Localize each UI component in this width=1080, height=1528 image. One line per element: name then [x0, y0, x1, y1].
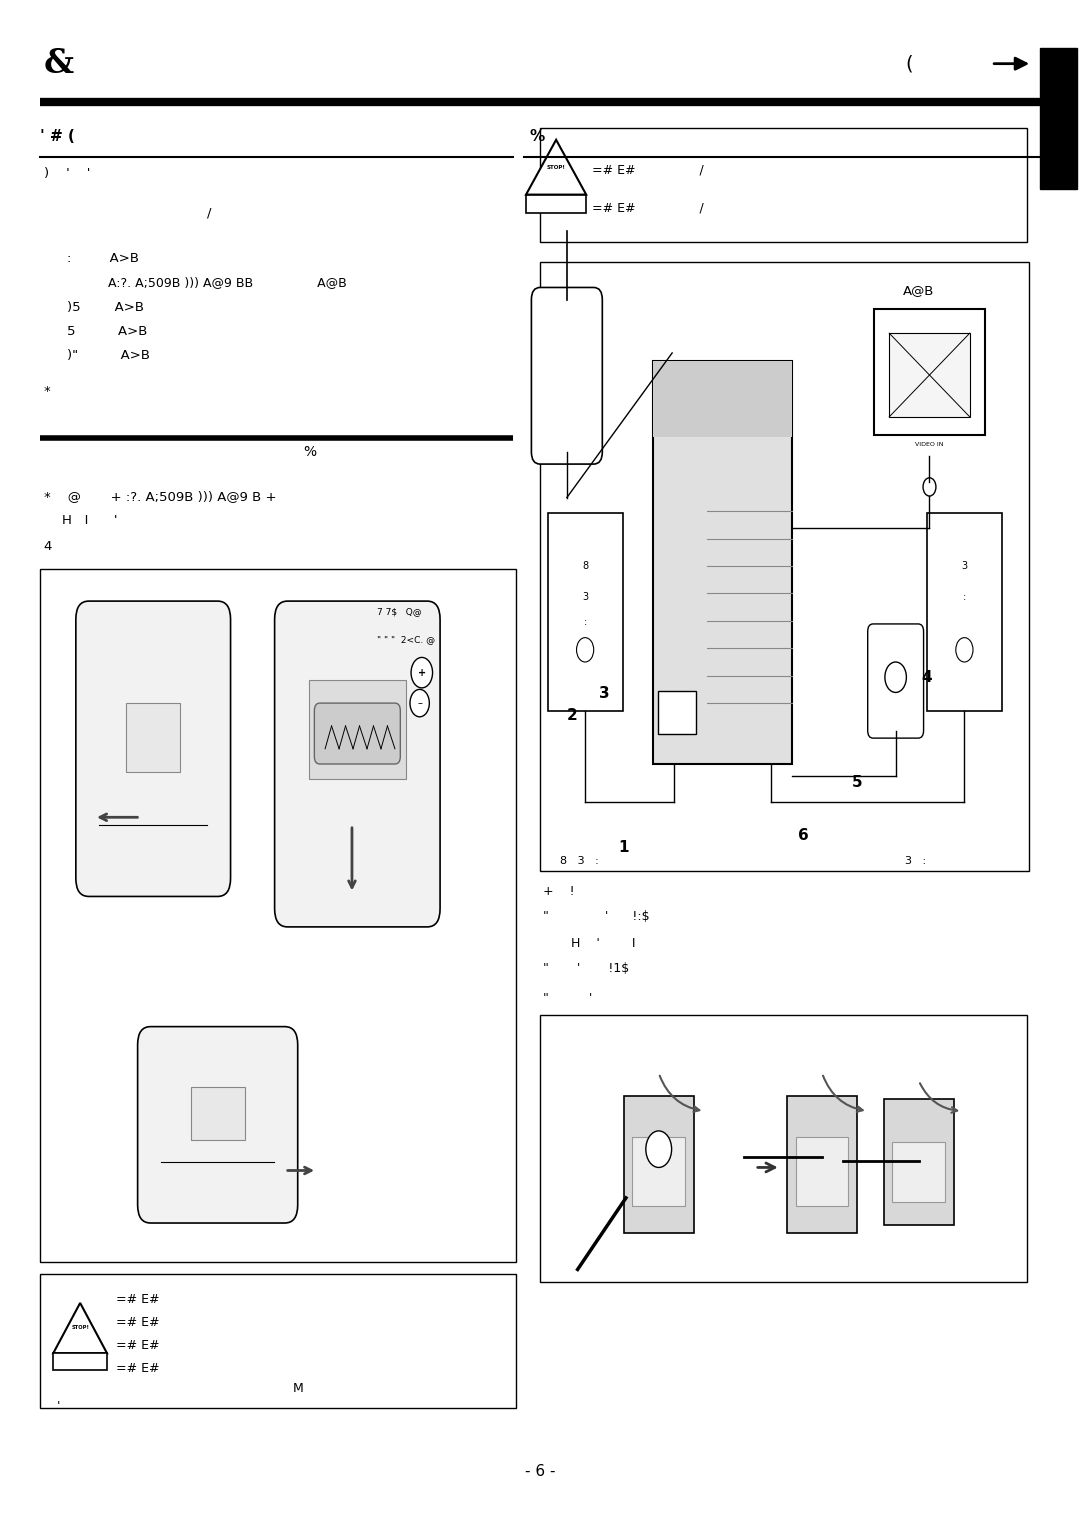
Text: ' # (: ' # (	[40, 130, 76, 144]
Text: +    !: + !	[543, 885, 575, 898]
FancyBboxPatch shape	[874, 309, 985, 435]
Bar	[526, 194, 586, 212]
Bar	[540, 1015, 1027, 1282]
Text: STOP!: STOP!	[546, 165, 566, 170]
Text: 5: 5	[852, 775, 862, 790]
Text: &: &	[43, 47, 73, 79]
Bar	[633, 1137, 685, 1206]
Text: " " "  2<C. @: " " " 2<C. @	[377, 634, 435, 643]
Text: –: –	[417, 698, 422, 707]
Text: "              '      !:$: " ' !:$	[543, 909, 650, 923]
Text: 6: 6	[798, 828, 809, 843]
Text: (: (	[905, 53, 913, 73]
FancyBboxPatch shape	[76, 601, 230, 897]
Text: "          ': " '	[543, 992, 593, 1005]
Bar	[889, 333, 970, 417]
Text: *: *	[43, 385, 51, 397]
Text: 3: 3	[582, 591, 589, 602]
Text: =# E#: =# E#	[116, 1361, 159, 1375]
Text: =# E#                /: =# E# /	[592, 202, 703, 215]
Bar	[883, 1099, 954, 1225]
Text: =# E#                /: =# E# /	[592, 163, 703, 177]
Text: =# E#: =# E#	[116, 1339, 159, 1352]
Text: H    '        I: H ' I	[543, 937, 636, 950]
Bar	[40, 568, 516, 1262]
Text: %: %	[529, 130, 544, 144]
Circle shape	[646, 1131, 672, 1167]
Text: )"          A>B: )" A>B	[67, 350, 150, 362]
Bar	[540, 128, 1027, 241]
Text: A:?. A;509B ))) A@9 BB                A@B: A:?. A;509B ))) A@9 BB A@B	[108, 277, 347, 289]
FancyBboxPatch shape	[867, 623, 923, 738]
Text: =# E#: =# E#	[116, 1316, 159, 1329]
Bar	[540, 261, 1029, 871]
Text: 3   :: 3 :	[905, 856, 927, 866]
Bar	[548, 513, 623, 711]
Circle shape	[956, 637, 973, 662]
FancyBboxPatch shape	[274, 601, 440, 927]
Text: 5          A>B: 5 A>B	[67, 325, 148, 338]
Bar	[1040, 49, 1077, 188]
Text: 8   3   :: 8 3 :	[561, 856, 599, 866]
Bar	[652, 361, 793, 764]
Bar	[892, 1141, 945, 1203]
Bar	[658, 691, 696, 733]
Text: "       '       !1$: " ' !1$	[543, 961, 630, 975]
Bar	[40, 1274, 516, 1407]
Polygon shape	[526, 139, 586, 194]
Text: )5        A>B: )5 A>B	[67, 301, 145, 313]
Text: :: :	[962, 591, 966, 602]
Text: +: +	[418, 668, 426, 677]
Text: /: /	[207, 206, 212, 220]
Text: :         A>B: : A>B	[67, 252, 139, 264]
Bar	[191, 1086, 244, 1140]
Text: - 6 -: - 6 -	[525, 1464, 555, 1479]
Text: M: M	[293, 1381, 303, 1395]
Text: :: :	[583, 617, 586, 628]
Bar	[787, 1096, 856, 1233]
Bar	[309, 680, 406, 779]
Text: 3: 3	[599, 686, 610, 701]
Bar	[624, 1096, 693, 1233]
Text: VIDEO IN: VIDEO IN	[915, 442, 944, 446]
Bar	[126, 703, 180, 772]
Circle shape	[923, 478, 936, 497]
Bar	[796, 1137, 849, 1206]
Circle shape	[411, 657, 433, 688]
Text: H   I      ': H I '	[62, 513, 118, 527]
Circle shape	[410, 689, 430, 717]
FancyBboxPatch shape	[137, 1027, 298, 1222]
FancyBboxPatch shape	[531, 287, 603, 465]
Text: 1: 1	[619, 840, 629, 856]
Text: ': '	[56, 1400, 60, 1413]
Text: STOP!: STOP!	[71, 1325, 90, 1329]
Text: 8: 8	[582, 561, 589, 571]
Text: 3: 3	[961, 561, 968, 571]
Text: 4: 4	[43, 539, 52, 553]
Polygon shape	[53, 1303, 107, 1354]
Bar	[53, 1354, 107, 1371]
Text: 2: 2	[567, 707, 578, 723]
Bar	[652, 361, 793, 437]
Text: %: %	[303, 445, 316, 458]
FancyBboxPatch shape	[314, 703, 401, 764]
Text: =# E#: =# E#	[116, 1293, 159, 1306]
Circle shape	[577, 637, 594, 662]
Text: *    @       + :?. A;509B ))) A@9 B +: * @ + :?. A;509B ))) A@9 B +	[43, 489, 276, 503]
Bar	[927, 513, 1002, 711]
Text: 4: 4	[921, 669, 932, 685]
Circle shape	[885, 662, 906, 692]
Text: )    '    ': ) ' '	[43, 167, 90, 180]
Text: 7 7\$   Q@: 7 7\$ Q@	[377, 607, 421, 616]
Text: A@B: A@B	[903, 284, 934, 296]
